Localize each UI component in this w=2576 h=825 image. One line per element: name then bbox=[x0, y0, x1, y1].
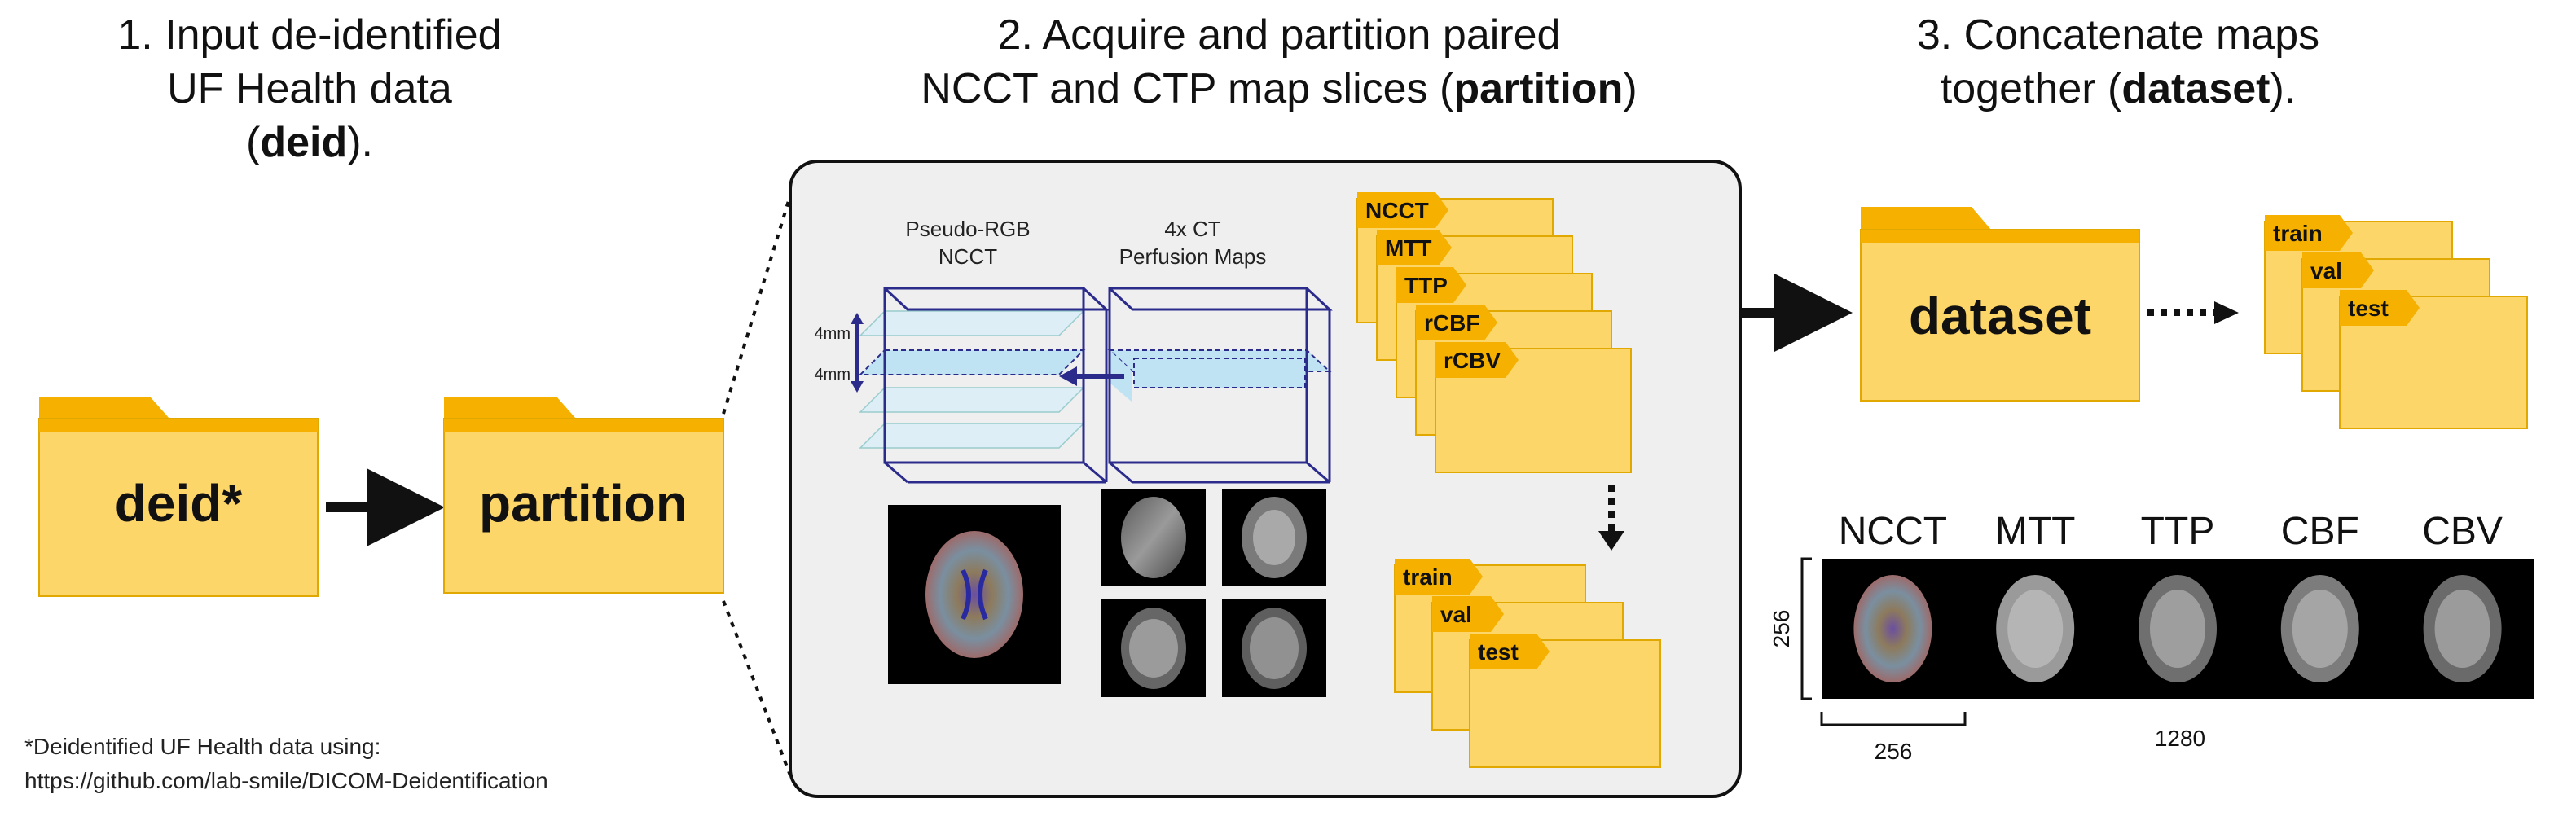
step-3-title: 3. Concatenate maps together (dataset). bbox=[1833, 8, 2403, 116]
concat-brain-cbf bbox=[2280, 575, 2359, 682]
step-2-line2: NCCT and CTP map slices (partition) bbox=[921, 65, 1637, 112]
step-1-line1: 1. Input de-identified bbox=[117, 11, 502, 59]
arrow-maps-to-splits-head bbox=[1598, 531, 1624, 551]
concat-label-mtt: MTT bbox=[1995, 510, 2076, 553]
dataset-folder-label: dataset bbox=[1909, 287, 2091, 345]
slice-thickness-arrows bbox=[851, 313, 864, 393]
panel-split-folder-test: test bbox=[1469, 634, 1661, 768]
concat-brain-core-ttp bbox=[2150, 590, 2205, 668]
concat-brain-tiles bbox=[1853, 575, 2502, 682]
panel-split-folder-val-label: val bbox=[1440, 602, 1472, 627]
ctp-map-thumbnails bbox=[1101, 489, 1326, 697]
dataset-split-folder-train-label: train bbox=[2273, 221, 2323, 246]
total-width-label: 1280 bbox=[2155, 726, 2205, 751]
concat-brain-core-cbv bbox=[2434, 590, 2490, 668]
tile-width-label: 256 bbox=[1875, 739, 1913, 764]
dataset-split-folder-test-label: test bbox=[2348, 296, 2389, 321]
map-folder-rcbv-label: rCBV bbox=[1444, 348, 1501, 373]
tile-width-bracket bbox=[1820, 712, 1967, 726]
ncct-volume-label-line2: NCCT bbox=[939, 244, 997, 269]
step-3-line2: together (dataset). bbox=[1940, 65, 2297, 112]
zoom-line-bottom bbox=[722, 600, 792, 776]
map-folders-stack: NCCT MTT TTP rCBF rCBV bbox=[1356, 192, 1632, 473]
map-folder-rcbf-label: rCBF bbox=[1424, 310, 1479, 336]
step-2-line1: 2. Acquire and partition paired bbox=[997, 11, 1561, 59]
concat-brain-mtt bbox=[1996, 575, 2075, 682]
panel-split-folder-test-label: test bbox=[1478, 639, 1519, 665]
footnote-line2: https://github.com/lab-smile/DICOM-Deide… bbox=[24, 768, 548, 793]
concat-label-ncct: NCCT bbox=[1839, 510, 1947, 553]
ncct-volume-label-line1: Pseudo-RGB bbox=[905, 217, 1030, 241]
zoom-line-top bbox=[722, 195, 792, 415]
concat-brain-core-mtt bbox=[2007, 590, 2064, 668]
map-folder-rcbv: rCBV bbox=[1435, 342, 1632, 473]
map-folder-ttp-label: TTP bbox=[1404, 273, 1448, 298]
arrow-ctp-to-ncct-head bbox=[1059, 366, 1077, 386]
arrow-dataset-to-splits-head bbox=[2214, 301, 2239, 324]
deid-folder-icon bbox=[38, 397, 319, 597]
dataset-folder-icon bbox=[1860, 207, 2140, 402]
concat-labels: NCCT MTT TTP CBF CBV bbox=[1839, 510, 2503, 553]
map-folder-mtt-label: MTT bbox=[1385, 235, 1432, 261]
concat-label-cbv: CBV bbox=[2422, 510, 2503, 553]
step-1-title: 1. Input de-identified UF Health data (d… bbox=[98, 8, 521, 169]
height-dimension-label: 256 bbox=[1769, 610, 1794, 648]
partition-folder-label: partition bbox=[479, 474, 688, 533]
step-1-line2: UF Health data (deid). bbox=[167, 65, 452, 166]
step-3-line1: 3. Concatenate maps bbox=[1916, 11, 2320, 59]
partition-folder-icon bbox=[443, 397, 724, 594]
ncct-brain-shape bbox=[925, 531, 1023, 658]
concat-label-cbf: CBF bbox=[2281, 510, 2359, 553]
dataset-split-folder-val-label: val bbox=[2310, 258, 2342, 283]
concat-brain-core-cbf bbox=[2292, 590, 2348, 668]
concat-brain-ttp bbox=[2139, 575, 2217, 682]
ncct-volume-cube bbox=[858, 287, 1110, 484]
panel-split-folder-train-label: train bbox=[1403, 564, 1453, 590]
footnote: *Deidentified UF Health data using: http… bbox=[24, 730, 548, 798]
ncct-ventricle bbox=[961, 568, 988, 621]
slice-thickness-bottom: 4mm bbox=[815, 366, 851, 384]
dataset-split-folder-test: test bbox=[2339, 290, 2528, 429]
slice-thickness-top: 4mm bbox=[815, 325, 851, 343]
deid-folder-label: deid* bbox=[115, 474, 243, 533]
ctp-volume-label-line1: 4x CT bbox=[1164, 217, 1220, 241]
ctp-volume-label-line2: Perfusion Maps bbox=[1119, 244, 1267, 269]
height-bracket bbox=[1800, 557, 1812, 700]
footnote-line1: *Deidentified UF Health data using: bbox=[24, 734, 381, 759]
concat-brain-ncct bbox=[1853, 575, 1932, 682]
concat-brain-cbv bbox=[2423, 575, 2502, 682]
concat-label-ttp: TTP bbox=[2141, 510, 2215, 553]
map-folder-ncct-label: NCCT bbox=[1365, 198, 1429, 223]
step-2-title: 2. Acquire and partition paired NCCT and… bbox=[855, 8, 1703, 116]
